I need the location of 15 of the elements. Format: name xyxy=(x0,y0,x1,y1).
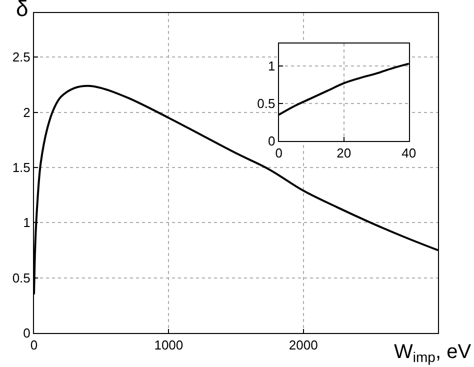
x-tick-label: 1000 xyxy=(154,338,184,353)
y-tick-label: 0.5 xyxy=(257,96,276,112)
x-axis-title: W$_{imp}$, eV xyxy=(394,341,472,366)
y-tick-label: 1 xyxy=(23,215,30,230)
x-tick-label: 40 xyxy=(402,146,416,161)
y-tick-label: 0 xyxy=(23,326,30,341)
x-tick-label: 20 xyxy=(336,146,352,161)
y-tick-label: 0 xyxy=(268,134,276,149)
y-tick-label: 2 xyxy=(23,104,30,120)
y-tick-label: 1.5 xyxy=(12,160,30,176)
y-tick-label: 2.5 xyxy=(12,50,30,65)
x-tick-label: 2000 xyxy=(288,338,318,353)
y-tick-label: 0.5 xyxy=(12,270,30,286)
y-axis-title: δ xyxy=(16,0,28,21)
y-tick-label: 1 xyxy=(268,58,276,74)
